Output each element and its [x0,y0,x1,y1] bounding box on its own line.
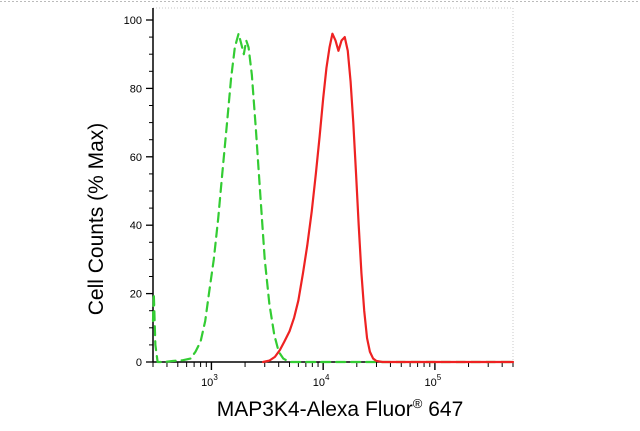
y-tick-label: 20 [130,289,142,301]
x-axis-title-suffix: 647 [422,398,463,421]
y-axis-title: Cell Counts (% Max) [85,123,108,316]
x-tick-label-exponent: 3 [213,373,218,382]
x-axis-title: MAP3K4-Alexa Fluor® 647 [217,396,464,421]
x-tick-label-base: 10 [425,377,437,389]
x-axis-title-main: MAP3K4-Alexa Fluor [217,398,413,421]
x-tick-label-exponent: 4 [325,373,330,382]
x-axis-title-superscript: ® [413,396,423,411]
y-tick-label: 80 [130,83,142,95]
y-tick-label: 100 [124,15,142,27]
x-tick-label-exponent: 5 [437,373,442,382]
y-tick-label: 0 [136,357,142,369]
sample-histogram-line [261,32,515,364]
x-tick-label-base: 10 [313,377,325,389]
y-tick-label: 60 [130,152,142,164]
control-histogram-line [151,32,515,364]
y-tick-label: 40 [130,220,142,232]
x-tick-label-base: 10 [201,377,213,389]
x-tick-label: 103 [201,373,218,389]
x-tick-label: 105 [425,373,442,389]
series-layer [151,32,515,364]
x-tick-label: 104 [313,373,330,389]
plot-area [153,7,514,362]
